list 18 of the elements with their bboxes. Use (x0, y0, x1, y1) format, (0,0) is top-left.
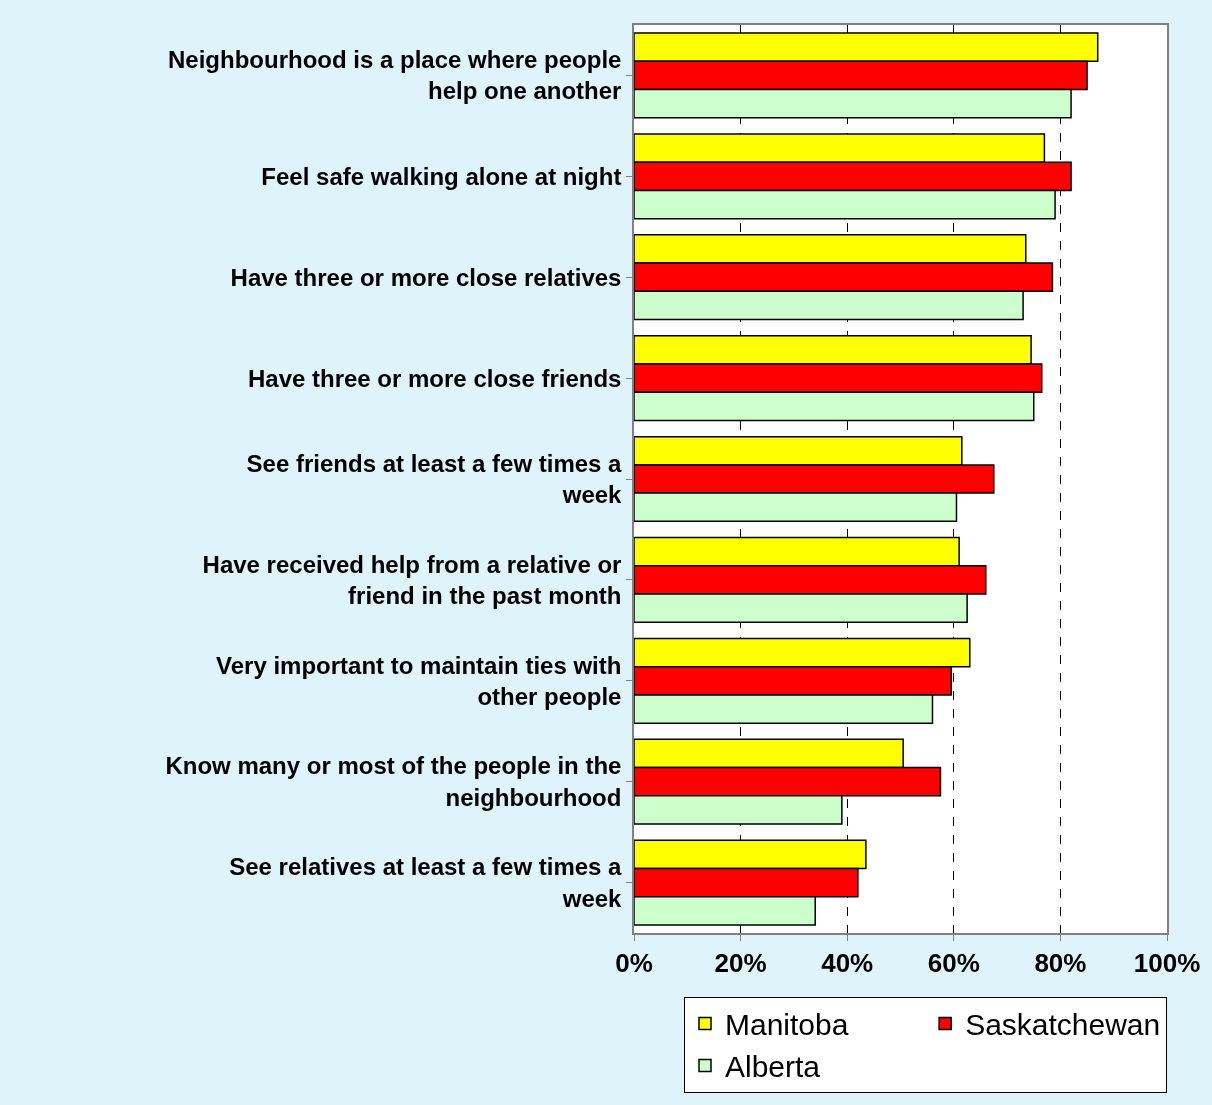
y-tick-label: See friends at least a few times a week (246, 449, 623, 508)
x-tick-label: 40% (821, 947, 874, 978)
y-tick-label: Feel safe walking alone at night (261, 162, 622, 190)
y-tick-label: Have received help from a relative or friend in the past month (202, 550, 622, 609)
legend-label: Manitoba (725, 1008, 849, 1042)
y-tick-label: Have three or more close friends (247, 364, 622, 392)
y-tick-label: See relatives at least a few times a week (229, 853, 623, 912)
x-tick-label: 60% (927, 947, 980, 978)
x-tick-label: 20% (714, 947, 767, 978)
y-tick-label: Have three or more close relatives (230, 263, 622, 291)
x-tick-label: 0% (615, 947, 653, 978)
y-tick-label: Know many or most of the people in the neighbourhood (165, 752, 622, 811)
x-tick-label: 100% (1133, 947, 1201, 978)
y-tick-label: Neighbourhood is a place where people help one another (168, 46, 622, 105)
legend-label: Alberta (725, 1050, 821, 1084)
x-tick-label: 80% (1034, 947, 1087, 978)
legend-label: Saskatchewan (965, 1008, 1161, 1042)
y-tick-label: Very important to maintain ties with other people (216, 651, 622, 710)
